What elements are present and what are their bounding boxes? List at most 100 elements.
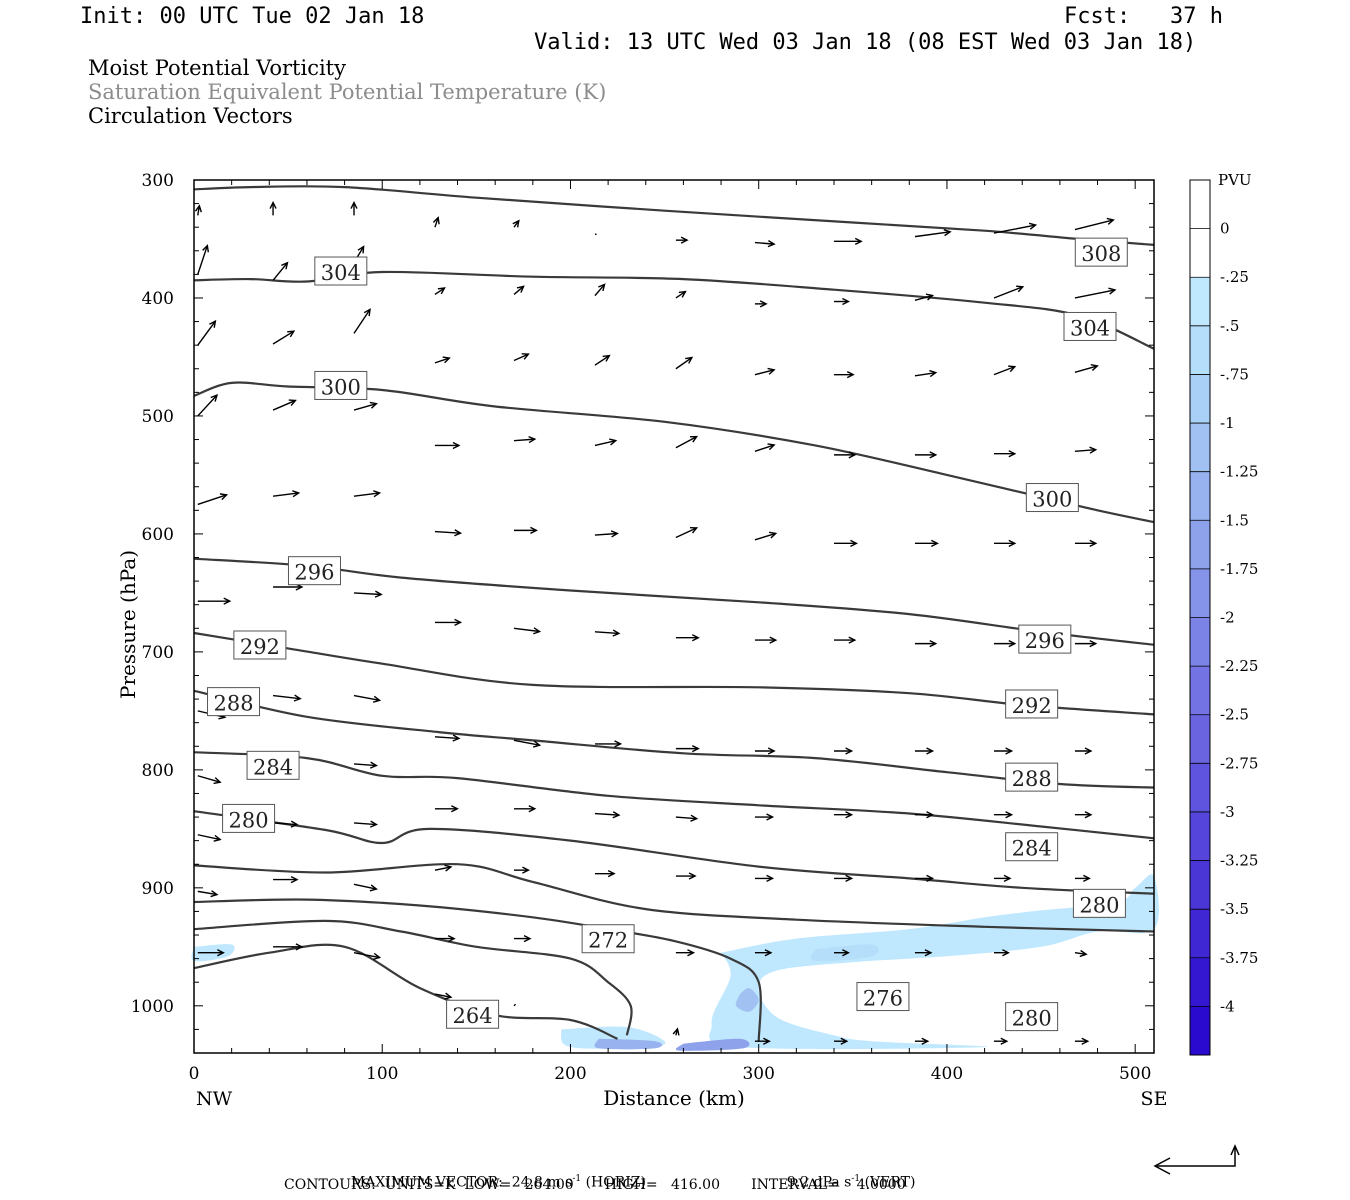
contour-label: 272 xyxy=(581,924,635,954)
pv-colorbar: PVU 0 -.25 -.5 -.75 -1 -1.25 -1.5 -1.75 -2 -2.25 -2… xyxy=(1189,171,1258,1056)
vector-arrow xyxy=(272,694,302,702)
vector-arrow xyxy=(914,1037,930,1045)
vector-arrow xyxy=(1074,363,1099,373)
contour-label-text: 304 xyxy=(321,261,361,285)
vector-arrow xyxy=(754,747,776,755)
colorbar-swatch xyxy=(1190,520,1210,570)
contour-line-272 xyxy=(193,898,762,1042)
vector-arrow xyxy=(994,747,1014,755)
x-end-label-se: SE xyxy=(1141,1088,1168,1110)
colorbar-label: -1.75 xyxy=(1220,560,1258,578)
vector-arrow xyxy=(675,356,694,370)
contour-label-text: 292 xyxy=(1012,694,1052,718)
colorbar-label: -3.25 xyxy=(1220,852,1258,870)
contour-label: 300 xyxy=(1025,483,1079,513)
contour-line-284 xyxy=(193,751,1155,840)
vector-arrow xyxy=(513,627,542,635)
vector-arrow xyxy=(993,222,1038,234)
vector-arrow xyxy=(834,451,857,459)
contour-label-text: 296 xyxy=(1025,629,1065,653)
vector-arrow xyxy=(675,236,689,244)
contour-label: 300 xyxy=(314,370,368,400)
vector-arrow xyxy=(513,435,537,444)
y-tick-label: 1000 xyxy=(131,997,174,1017)
vector-arrow xyxy=(434,356,451,364)
circulation-vectors xyxy=(194,201,1117,1045)
vector-arrow xyxy=(353,883,378,892)
contour-labels: 308 304 304 300 300 296 296 292 292 288 288 284 284 2… xyxy=(207,237,1128,1032)
vector-arrow xyxy=(834,237,863,245)
vector-arrow xyxy=(834,539,858,547)
colorbar-label: -2.5 xyxy=(1220,706,1249,724)
vector-arrow xyxy=(272,330,296,345)
vector-arrow xyxy=(434,734,461,742)
vector-arrow xyxy=(834,371,855,379)
vector-arrow xyxy=(834,636,857,644)
contour-label-text: 280 xyxy=(1079,893,1119,917)
vector-arrow xyxy=(594,740,623,748)
vector-arrow xyxy=(994,539,1017,547)
contour-info: CONTOURS: UNITS=K LOW= 264.00 HIGH= 416.… xyxy=(284,1177,906,1193)
vector-arrow xyxy=(434,992,453,1000)
colorbar-title: PVU xyxy=(1218,171,1252,189)
colorbar-swatch xyxy=(1190,568,1210,618)
forecast-hour: Fcst: 37 h xyxy=(1064,4,1223,29)
contour-label-text: 296 xyxy=(294,561,334,585)
colorbar-label: -2.75 xyxy=(1220,754,1258,772)
contour-label: 292 xyxy=(233,630,287,660)
vector-arrow xyxy=(914,640,938,648)
contour-label: 284 xyxy=(246,750,300,780)
vector-arrow xyxy=(432,216,440,228)
contour-label: 308 xyxy=(1074,237,1128,267)
x-end-label-nw: NW xyxy=(196,1088,233,1110)
vector-arrow xyxy=(994,640,1017,648)
colorbar-label: -.5 xyxy=(1220,317,1239,335)
vector-arrow xyxy=(272,399,297,411)
contour-label-text: 288 xyxy=(1012,767,1052,791)
pv-region xyxy=(735,987,759,1012)
y-tick-label: 700 xyxy=(142,643,174,663)
vector-arrow xyxy=(1074,217,1115,231)
colorbar-label: -1.25 xyxy=(1220,463,1258,481)
init-time: Init: 00 UTC Tue 02 Jan 18 xyxy=(80,4,425,29)
colorbar-label: -4 xyxy=(1220,997,1235,1015)
vector-arrow xyxy=(1074,949,1088,958)
colorbar-label: -.25 xyxy=(1220,268,1249,286)
vector-arrow xyxy=(675,949,696,957)
vector-arrow xyxy=(834,297,850,306)
vector-arrow xyxy=(914,369,938,378)
vector-arrow xyxy=(434,864,453,872)
vector-arrow xyxy=(594,530,619,538)
vector-arrow xyxy=(194,204,203,216)
vector-arrow xyxy=(1074,446,1098,454)
vector-arrow xyxy=(197,597,232,605)
vector-arrow xyxy=(353,401,378,411)
vector-arrow xyxy=(914,451,938,459)
vector-arrow xyxy=(914,229,952,238)
vector-arrow xyxy=(272,490,301,498)
vector-arrow xyxy=(353,308,371,334)
vector-arrow xyxy=(754,949,773,957)
vector-arrow xyxy=(1074,640,1098,648)
axis-ticks xyxy=(193,179,1154,1054)
vector-arrow xyxy=(914,874,935,883)
vector-arrow xyxy=(353,490,382,498)
colorbar-swatch xyxy=(1190,811,1210,862)
vector-arrow xyxy=(273,875,299,884)
vector-arrow xyxy=(1074,1037,1090,1045)
colorbar-label: -2 xyxy=(1220,609,1235,627)
vector-arrow xyxy=(434,805,459,813)
vector-arrow xyxy=(914,747,935,755)
colorbar-swatch xyxy=(1190,423,1210,473)
colorbar-swatch xyxy=(1190,666,1210,716)
vector-arrow xyxy=(197,949,225,957)
y-tick-label: 400 xyxy=(142,289,174,309)
x-tick-label: 500 xyxy=(1119,1064,1151,1084)
contour-label-text: 308 xyxy=(1081,242,1121,266)
y-tick-label: 600 xyxy=(142,525,174,545)
x-tick-label: 400 xyxy=(931,1064,963,1084)
vector-arrow xyxy=(834,747,854,755)
vector-arrow xyxy=(353,590,383,598)
reference-vector-icon xyxy=(1153,1144,1240,1175)
max-vector-text: MAXIMUM VECTOR: 24.8 m s-1 (HORIZ) xyxy=(350,1174,646,1191)
